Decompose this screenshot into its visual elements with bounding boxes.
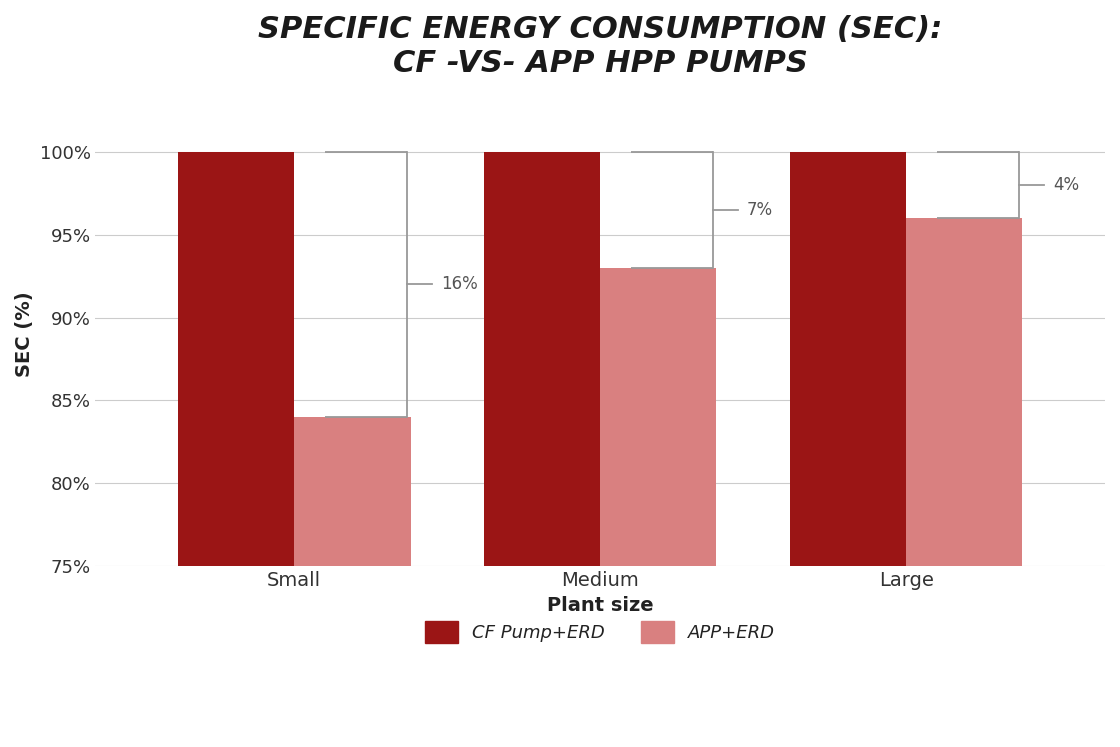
- Bar: [295, 417, 411, 566]
- Text: 7%: 7%: [747, 201, 773, 219]
- Bar: [600, 268, 717, 566]
- Text: 16%: 16%: [441, 276, 478, 294]
- Bar: [790, 152, 906, 566]
- Text: 4%: 4%: [1053, 176, 1079, 194]
- Bar: [178, 152, 295, 566]
- X-axis label: Plant size: Plant size: [547, 595, 654, 615]
- Legend: CF Pump+ERD, APP+ERD: CF Pump+ERD, APP+ERD: [418, 613, 782, 650]
- Y-axis label: SEC (%): SEC (%): [15, 291, 34, 377]
- Bar: [484, 152, 600, 566]
- Title: SPECIFIC ENERGY CONSUMPTION (SEC):
CF -VS- APP HPP PUMPS: SPECIFIC ENERGY CONSUMPTION (SEC): CF -V…: [258, 15, 942, 78]
- Bar: [906, 218, 1023, 566]
